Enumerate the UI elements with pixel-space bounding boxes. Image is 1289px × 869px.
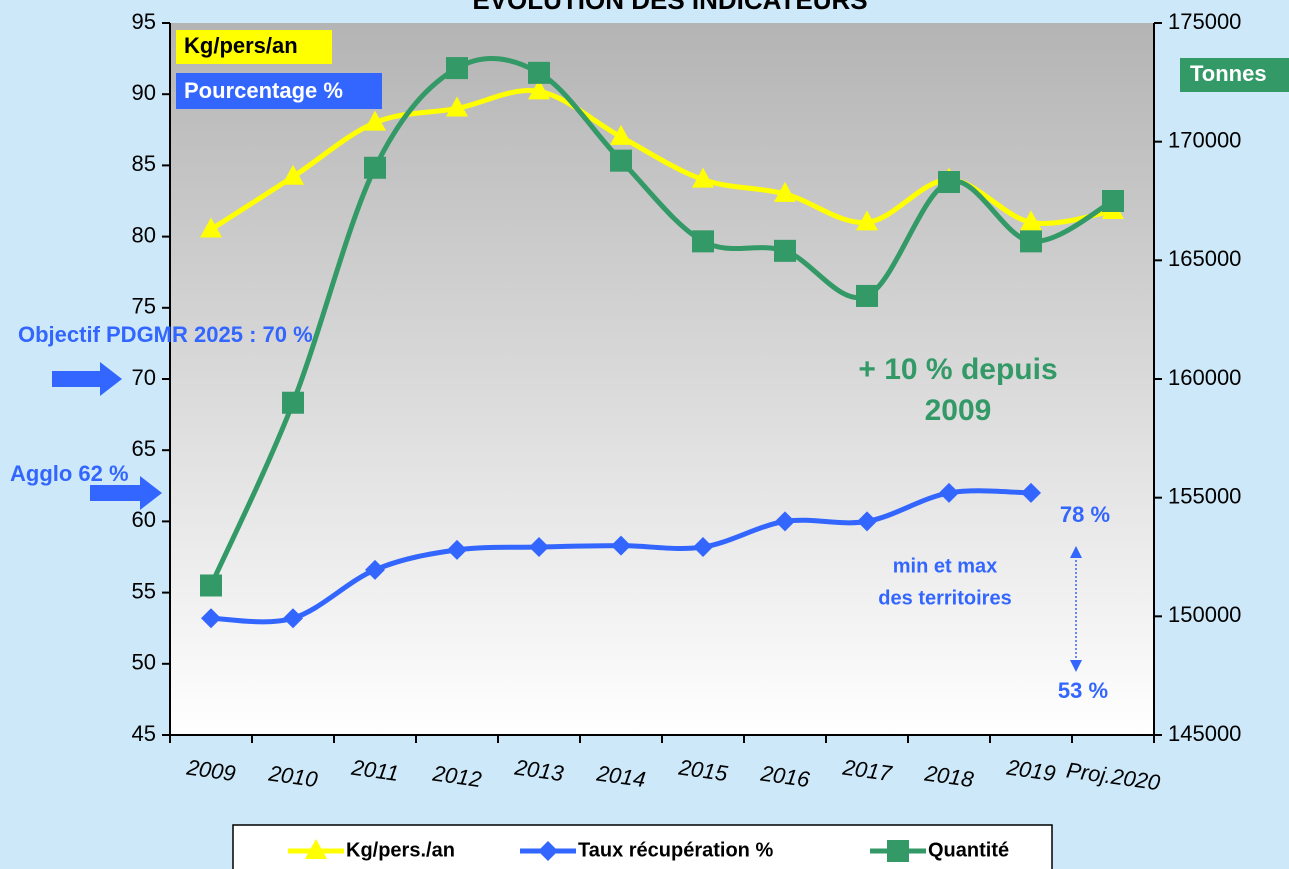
y2-tick-label: 160000 [1168, 365, 1241, 390]
y-label: Kg/pers/an [184, 33, 298, 58]
arrow-head [1070, 660, 1082, 672]
arrow [52, 362, 122, 396]
y-tick-label: 85 [132, 151, 156, 176]
marker [1020, 210, 1042, 231]
legend-label: Taux récupération % [578, 839, 773, 861]
marker [775, 511, 795, 532]
marker [856, 284, 878, 307]
marker [528, 61, 550, 84]
min-note: 53 % [1058, 678, 1108, 703]
pct-label: Pourcentage % [184, 78, 343, 103]
marker [1020, 230, 1042, 253]
agglo-note: Agglo 62 % [10, 461, 129, 486]
y-tick-label: 50 [132, 650, 156, 675]
chart-title: EVOLUTION DES INDICATEURS [472, 0, 867, 15]
pct-label-box [176, 73, 382, 109]
marker [857, 511, 877, 532]
arrow [90, 476, 162, 510]
marker [200, 574, 222, 597]
marker [774, 181, 796, 202]
y-tick-label: 90 [132, 80, 156, 105]
x-tick-label: 2011 [349, 755, 400, 786]
x-tick-label: 2014 [594, 760, 647, 792]
marker [610, 149, 632, 172]
range-note: des territoires [878, 587, 1011, 609]
x-tick-label: 2016 [758, 760, 812, 792]
x-tick-label: 2018 [922, 760, 976, 792]
y-tick-label: 70 [132, 365, 156, 390]
marker [611, 535, 631, 556]
x-tick-label: 2010 [266, 760, 320, 792]
x-tick-label: 2017 [840, 754, 894, 786]
y2-tick-label: 155000 [1168, 483, 1241, 508]
arrow-head [1070, 546, 1082, 558]
marker [692, 167, 714, 188]
x-tick-label: 2012 [430, 760, 483, 792]
x-tick-label: 2009 [184, 754, 237, 786]
marker [282, 164, 304, 185]
x-tick-label: Proj.2020 [1065, 757, 1162, 795]
marker [282, 391, 304, 414]
marker [365, 559, 385, 580]
plot-area [170, 23, 1154, 735]
y-tick-label: 95 [132, 9, 156, 34]
marker [1102, 190, 1124, 212]
y2-tick-label: 175000 [1168, 9, 1241, 34]
marker [1021, 482, 1041, 503]
marker [939, 482, 959, 503]
marker [938, 171, 960, 194]
marker [201, 608, 221, 629]
y2-label: Tonnes [1190, 61, 1267, 86]
marker [774, 239, 796, 262]
y-tick-label: 60 [132, 507, 156, 532]
x-tick-label: 2019 [1004, 754, 1057, 786]
y2-tick-label: 150000 [1168, 602, 1241, 627]
marker [692, 230, 714, 253]
marker [528, 79, 550, 100]
y-tick-label: 65 [132, 436, 156, 461]
y-tick-label: 80 [132, 222, 156, 247]
y-label-box [176, 30, 332, 64]
legend-label: Quantité [928, 839, 1009, 861]
marker [447, 539, 467, 560]
y2-label-box [1180, 58, 1289, 92]
marker [364, 156, 386, 179]
marker [446, 96, 468, 117]
legend-label: Kg/pers./an [346, 839, 455, 861]
marker [693, 537, 713, 558]
y2-tick-label: 145000 [1168, 721, 1241, 746]
marker [446, 57, 468, 80]
marker [283, 608, 303, 629]
legend [232, 824, 1053, 869]
x-tick-label: 2015 [676, 754, 730, 786]
marker [200, 217, 222, 238]
y-tick-label: 45 [132, 721, 156, 746]
marker [364, 110, 386, 131]
growth-note: 2009 [925, 394, 992, 427]
growth-note: + 10 % depuis [858, 353, 1057, 386]
objectif-note: Objectif PDGMR 2025 : 70 % [18, 322, 313, 347]
marker [610, 124, 632, 145]
y2-tick-label: 165000 [1168, 246, 1241, 271]
y-tick-label: 55 [132, 578, 156, 603]
marker [856, 210, 878, 231]
marker [529, 537, 549, 558]
max-note: 78 % [1060, 502, 1110, 527]
x-tick-label: 2013 [512, 754, 566, 786]
y2-tick-label: 170000 [1168, 127, 1241, 152]
range-note: min et max [893, 555, 997, 577]
y-tick-label: 75 [132, 294, 156, 319]
